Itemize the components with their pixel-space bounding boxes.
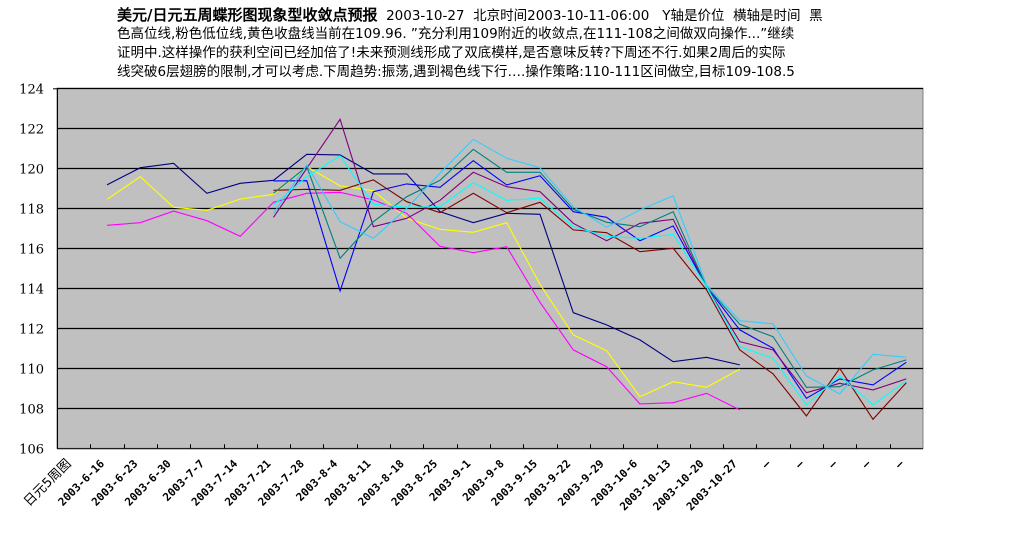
series-lines [106,118,907,421]
series-low-line-pink [106,191,741,411]
chart-title: 美元/日元五周蝶形图现象型收敛点预报 [117,6,378,24]
y-tick-label: 116 [19,242,44,257]
plot-area [56,87,924,449]
y-tick-label: 114 [19,282,44,297]
y-tick-label: 110 [19,362,44,377]
series-forecast-blue [273,160,907,400]
y-axis-ticks: 106 108 110 112 114 116 118 120 122 124 [19,82,44,457]
x-tick-label: — [893,457,907,471]
y-tick-label: 118 [19,202,44,217]
y-tick-label: 122 [19,122,44,137]
axes [53,88,923,450]
series-forecast-teal [273,148,907,388]
y-tick-label: 124 [19,82,44,97]
x-tick-label: — [859,457,873,471]
title-line-3: 证明中.这样操作的获利空间已经加倍了!未来预测线形成了双底模样,是否意味反转?下… [117,45,786,61]
y-tick-label: 112 [19,322,44,337]
title-meta: 2003-10-27 北京时间2003-10-11-06:00 Y轴是价位 横轴… [377,8,823,24]
title-line-1: 美元/日元五周蝶形图现象型收敛点预报 2003-10-27 北京时间2003-1… [117,6,917,25]
x-axis-ticks: 日元5周图2003-6-162003-6-232003-6-302003-7-7… [21,457,906,514]
series-close-line-yellow [106,166,741,398]
series-forecast-skyblue [273,138,907,395]
x-tick-label: — [793,457,807,471]
y-tick-label: 108 [19,402,44,417]
y-tick-label: 106 [19,442,44,457]
y-tick-label: 120 [19,162,44,177]
gridlines [57,87,923,410]
x-tick-label: — [759,457,773,471]
title-line-4: 线突破6层翅膀的限制,才可以考虑.下周趋势:振荡,遇到褐色线下行….操作策略:1… [117,64,795,80]
series-high-line-black [106,153,740,366]
series-forecast-cyan [273,155,907,406]
title-line-2: 色高位线,粉色低位线,黄色收盘线当前在109.96. ”充分利用109附近的收敛… [117,26,795,42]
x-tick-label: — [826,457,840,471]
chart-title-block: 美元/日元五周蝶形图现象型收敛点预报 2003-10-27 北京时间2003-1… [117,6,917,82]
